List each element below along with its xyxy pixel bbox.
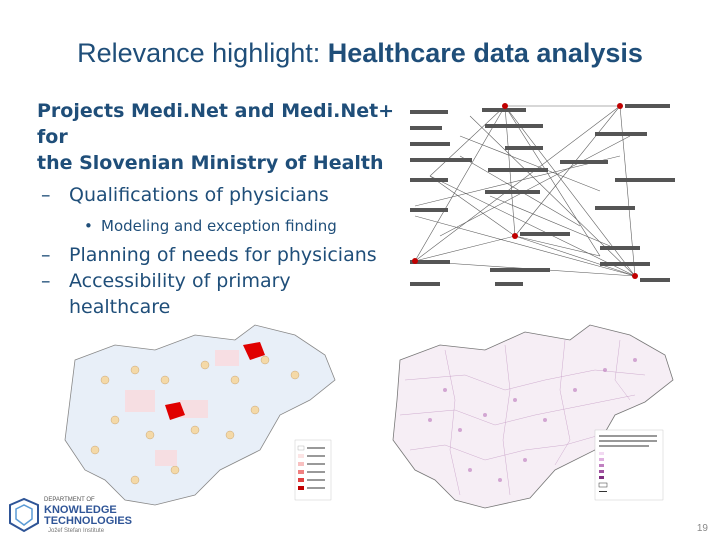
map-legend [294,439,332,501]
dash-marker: – [41,244,51,266]
map-legend [594,429,664,501]
dash-marker: – [41,270,51,292]
dot-marker: • [84,217,93,235]
bullet-main-line2: the Slovenian Ministry of Health [37,152,384,174]
title-prefix: Relevance highlight: [77,38,328,68]
bullet-sub-3-line1: Accessibility of primary [69,270,291,292]
logo-line4: Jožef Stefan Institute [48,528,105,534]
slide-title: Relevance highlight: Healthcare data ana… [0,38,720,69]
bullet-sub-3: – Accessibility of primary healthcare [37,268,422,320]
bullet-sub-2-text: Planning of needs for physicians [69,244,377,266]
logo-line1: DEPARTMENT OF [44,497,95,503]
physician-network-graph [410,103,675,286]
bullet-main-line1: Projects Medi.Net and Medi.Net+ for [37,100,395,148]
logo-line2: KNOWLEDGE [44,504,117,516]
logo-line3: TECHNOLOGIES [44,515,133,527]
bullet-subsub-1: • Modeling and exception finding [37,216,422,236]
department-logo: DEPARTMENT OF KNOWLEDGE TECHNOLOGIES Jož… [6,495,132,537]
slovenia-regions-map [64,324,336,506]
bullet-subsub-1-text: Modeling and exception finding [101,217,337,235]
bullet-list: Projects Medi.Net and Medi.Net+ for the S… [37,98,422,320]
dash-marker: – [41,184,51,206]
bullet-sub-3-line2: healthcare [69,296,171,318]
title-bold: Healthcare data analysis [327,38,643,68]
bullet-sub-1-text: Qualifications of physicians [69,184,329,206]
slovenia-accessibility-map [392,324,674,509]
bullet-sub-2: – Planning of needs for physicians [37,242,422,268]
page-number: 19 [696,523,708,534]
bullet-main: Projects Medi.Net and Medi.Net+ for the S… [37,98,422,176]
bullet-sub-1: – Qualifications of physicians [37,182,422,208]
knowledge-technologies-logo-icon [9,497,39,533]
